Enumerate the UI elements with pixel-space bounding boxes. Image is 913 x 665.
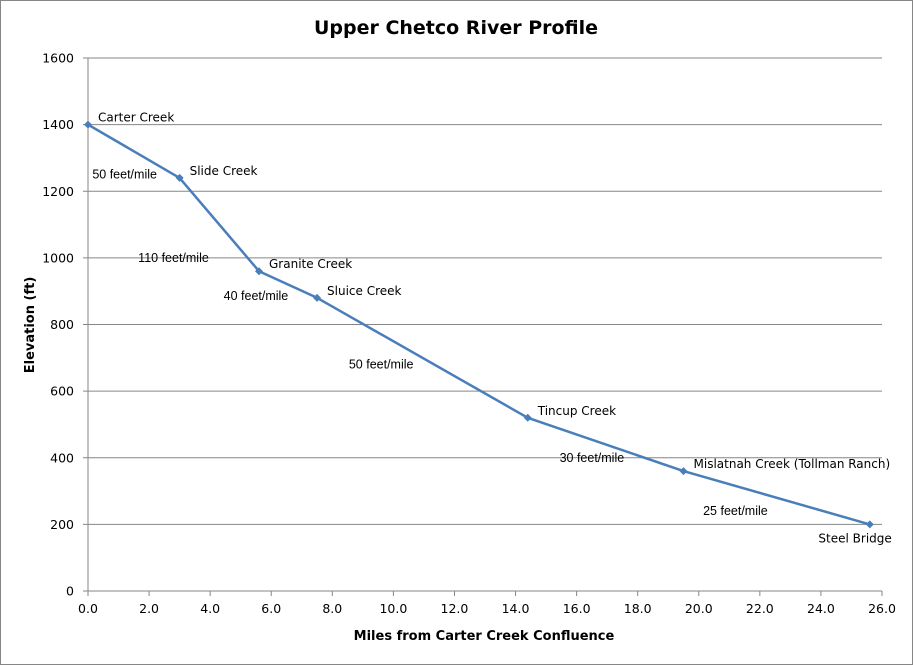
point-label: Mislatnah Creek (Tollman Ranch): [694, 457, 891, 471]
x-tick-label: 26.0: [868, 601, 896, 616]
x-tick-labels: 0.0 2.0 4.0 6.0 8.0 10.0 12.0 14.0 16.0 18.0 20.0 2…: [78, 601, 896, 616]
y-tick-label: 0: [66, 584, 74, 599]
data-point-marker: [865, 520, 874, 529]
x-tick-label: 10.0: [379, 601, 407, 616]
x-tick-label: 22.0: [746, 601, 774, 616]
gradient-annotation: 110 feet/mile: [138, 251, 209, 265]
y-tick-label: 400: [50, 450, 74, 465]
gradient-annotations: 50 feet/mile 110 feet/mile 40 feet/mile 50 …: [92, 168, 767, 518]
data-point-marker: [313, 293, 322, 302]
point-labels: Carter Creek Slide Creek Granite Creek Slui…: [98, 111, 892, 546]
point-label: Tincup Creek: [537, 404, 616, 418]
x-tick-label: 18.0: [624, 601, 652, 616]
y-tick-labels: 0 200 400 600 800 1000 1200 1400 1600: [42, 51, 74, 599]
x-tick-label: 24.0: [807, 601, 835, 616]
gradient-annotation: 30 feet/mile: [560, 451, 625, 465]
x-tick-label: 8.0: [322, 601, 342, 616]
x-tick-label: 16.0: [563, 601, 591, 616]
data-point-marker: [679, 467, 688, 476]
chart-title: Upper Chetco River Profile: [314, 17, 598, 39]
gradient-annotation: 40 feet/mile: [224, 289, 289, 303]
point-label: Steel Bridge: [818, 531, 891, 545]
y-tick-label: 600: [50, 384, 74, 399]
y-tick-label: 1000: [42, 250, 74, 265]
y-tick-label: 1200: [42, 184, 74, 199]
x-tick-label: 14.0: [502, 601, 530, 616]
x-tick-label: 6.0: [261, 601, 281, 616]
y-tick-label: 1400: [42, 117, 74, 132]
x-tick-label: 12.0: [441, 601, 469, 616]
gradient-annotation: 25 feet/mile: [703, 504, 768, 518]
gradient-annotation: 50 feet/mile: [92, 168, 157, 182]
point-label: Granite Creek: [269, 257, 352, 271]
y-tick-label: 800: [50, 317, 74, 332]
x-tick-label: 0.0: [78, 601, 98, 616]
y-axis-title: Elevation (ft): [23, 277, 38, 374]
y-tick-label: 200: [50, 517, 74, 532]
gradient-annotation: 50 feet/mile: [349, 357, 414, 371]
data-point-marker: [255, 267, 264, 276]
x-tick-label: 20.0: [685, 601, 713, 616]
series-elevation: [84, 120, 874, 529]
x-tick-label: 2.0: [139, 601, 159, 616]
x-axis-title: Miles from Carter Creek Confluence: [354, 629, 615, 644]
point-label: Slide Creek: [190, 164, 258, 178]
gridlines: [88, 57, 882, 525]
data-point-marker: [84, 120, 92, 129]
y-tick-label: 1600: [42, 51, 74, 66]
x-tick-label: 4.0: [200, 601, 220, 616]
point-label: Carter Creek: [98, 111, 174, 125]
data-point-marker: [523, 413, 532, 422]
axes: [83, 57, 883, 596]
point-label: Sluice Creek: [327, 284, 402, 298]
data-point-marker: [175, 173, 184, 182]
